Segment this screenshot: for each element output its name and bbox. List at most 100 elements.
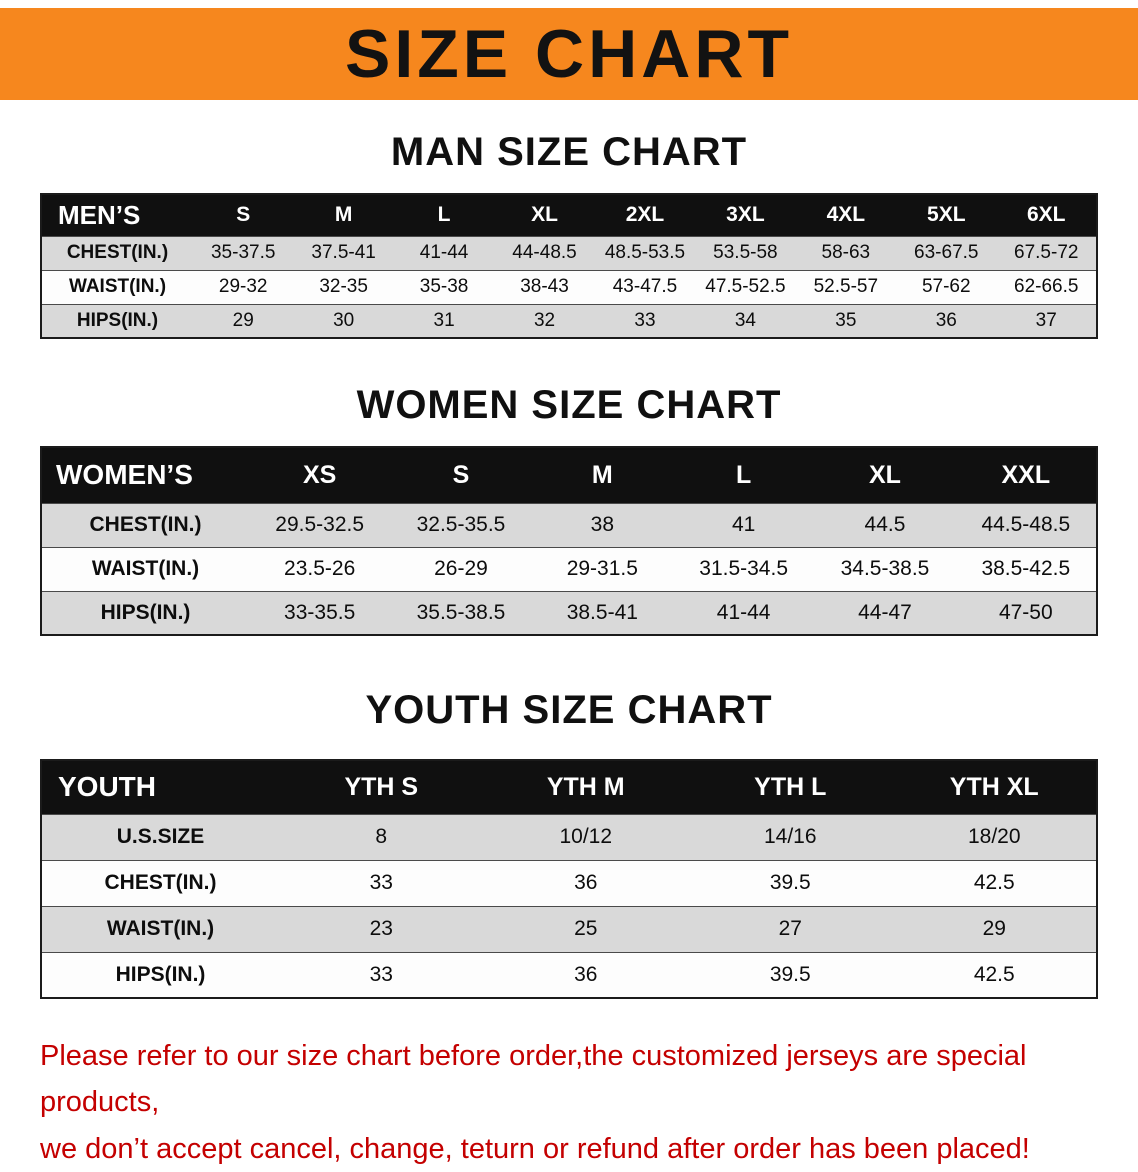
measurement-value-cell: 31.5-34.5 xyxy=(672,546,815,592)
table-row: HIPS(IN.) 33-35.5 35.5-38.5 38.5-41 41-44 44-… xyxy=(41,590,1097,636)
size-header-cell: YTH XL xyxy=(892,759,1097,815)
measurement-value-cell: 52.5-57 xyxy=(795,269,897,305)
table-row: HIPS(IN.) 29 30 31 32 33 34 35 36 37 xyxy=(41,303,1097,339)
measurement-value-cell: 10/12 xyxy=(483,813,688,861)
size-header-cell: M xyxy=(531,446,673,504)
measurement-label-cell: HIPS(IN.) xyxy=(41,951,279,999)
size-header-cell: XL xyxy=(494,193,595,237)
youth-size-table: YOUTH YTH S YTH M YTH L YTH XL U.S.SIZE 8 10/12… xyxy=(40,759,1098,999)
table-row: HIPS(IN.) 33 36 39.5 42.5 xyxy=(41,951,1097,999)
size-header-cell: 3XL xyxy=(695,193,796,237)
table-row: WAIST(IN.) 23 25 27 29 xyxy=(41,905,1097,953)
measurement-value-cell: 35 xyxy=(795,303,897,339)
disclaimer-line-1: Please refer to our size chart before or… xyxy=(40,1040,1027,1119)
table-header-row: YOUTH YTH S YTH M YTH L YTH XL xyxy=(41,759,1097,815)
women-size-section: WOMEN SIZE CHART WOMEN’S XS S M L XL XXL CHEST(… xyxy=(0,383,1138,636)
measurement-value-cell: 35-38 xyxy=(393,269,495,305)
measurement-value-cell: 29.5-32.5 xyxy=(249,502,391,548)
measurement-value-cell: 36 xyxy=(483,951,688,999)
size-header-cell: XS xyxy=(249,446,391,504)
measurement-value-cell: 35.5-38.5 xyxy=(390,590,532,636)
table-row: WAIST(IN.) 23.5-26 26-29 29-31.5 31.5-34.5 34… xyxy=(41,546,1097,592)
measurement-value-cell: 31 xyxy=(393,303,495,339)
measurement-value-cell: 41-44 xyxy=(393,235,495,271)
size-header-cell: XXL xyxy=(955,446,1097,504)
measurement-label-cell: CHEST(IN.) xyxy=(41,859,279,907)
measurement-value-cell: 25 xyxy=(483,905,688,953)
page-title: SIZE CHART xyxy=(345,16,793,92)
measurement-value-cell: 43-47.5 xyxy=(594,269,696,305)
size-header-cell: L xyxy=(393,193,495,237)
measurement-value-cell: 67.5-72 xyxy=(996,235,1097,271)
men-size-section: MAN SIZE CHART MEN’S S M L XL 2XL 3XL 4XL 5XL 6XL… xyxy=(0,130,1138,339)
youth-section-heading: YOUTH SIZE CHART xyxy=(365,688,773,732)
table-row: CHEST(IN.) 33 36 39.5 42.5 xyxy=(41,859,1097,907)
measurement-value-cell: 37 xyxy=(996,303,1097,339)
measurement-value-cell: 34.5-38.5 xyxy=(814,546,956,592)
women-section-heading: WOMEN SIZE CHART xyxy=(356,383,782,427)
measurement-value-cell: 36 xyxy=(483,859,688,907)
measurement-value-cell: 63-67.5 xyxy=(896,235,997,271)
disclaimer: Please refer to our size chart before or… xyxy=(40,1033,1098,1172)
size-header-cell: YTH M xyxy=(483,759,688,815)
size-header-cell: 4XL xyxy=(795,193,897,237)
table-header-row: WOMEN’S XS S M L XL XXL xyxy=(41,446,1097,504)
measurement-value-cell: 58-63 xyxy=(795,235,897,271)
table-title-cell: WOMEN’S xyxy=(41,446,249,504)
measurement-value-cell: 18/20 xyxy=(892,813,1097,861)
measurement-value-cell: 30 xyxy=(293,303,394,339)
measurement-value-cell: 27 xyxy=(688,905,893,953)
banner: SIZE CHART xyxy=(0,8,1138,100)
measurement-value-cell: 41-44 xyxy=(672,590,815,636)
measurement-value-cell: 34 xyxy=(695,303,796,339)
measurement-value-cell: 38.5-41 xyxy=(531,590,673,636)
measurement-value-cell: 32 xyxy=(494,303,595,339)
measurement-value-cell: 33 xyxy=(594,303,696,339)
measurement-value-cell: 44.5 xyxy=(814,502,956,548)
size-header-cell: L xyxy=(672,446,815,504)
measurement-value-cell: 42.5 xyxy=(892,951,1097,999)
size-header-cell: 6XL xyxy=(996,193,1097,237)
measurement-label-cell: U.S.SIZE xyxy=(41,813,279,861)
table-row: WAIST(IN.) 29-32 32-35 35-38 38-43 43-47.5 47.… xyxy=(41,269,1097,305)
measurement-value-cell: 53.5-58 xyxy=(695,235,796,271)
measurement-value-cell: 33-35.5 xyxy=(249,590,391,636)
men-section-heading: MAN SIZE CHART xyxy=(390,130,748,174)
size-header-cell: XL xyxy=(814,446,956,504)
measurement-value-cell: 57-62 xyxy=(896,269,997,305)
measurement-value-cell: 42.5 xyxy=(892,859,1097,907)
measurement-value-cell: 36 xyxy=(896,303,997,339)
measurement-value-cell: 35-37.5 xyxy=(193,235,294,271)
measurement-value-cell: 44-48.5 xyxy=(494,235,595,271)
measurement-value-cell: 48.5-53.5 xyxy=(594,235,696,271)
measurement-value-cell: 14/16 xyxy=(688,813,893,861)
table-row: CHEST(IN.) 35-37.5 37.5-41 41-44 44-48.5 48.5… xyxy=(41,235,1097,271)
measurement-value-cell: 44.5-48.5 xyxy=(955,502,1097,548)
size-header-cell: S xyxy=(390,446,532,504)
measurement-value-cell: 41 xyxy=(672,502,815,548)
measurement-value-cell: 8 xyxy=(279,813,484,861)
measurement-label-cell: WAIST(IN.) xyxy=(41,269,193,305)
measurement-value-cell: 38.5-42.5 xyxy=(955,546,1097,592)
measurement-value-cell: 29 xyxy=(193,303,294,339)
women-size-table: WOMEN’S XS S M L XL XXL CHEST(IN.) 29.5-32.5 32.5… xyxy=(40,446,1098,636)
size-header-cell: YTH S xyxy=(279,759,484,815)
measurement-value-cell: 47.5-52.5 xyxy=(695,269,796,305)
measurement-value-cell: 33 xyxy=(279,859,484,907)
measurement-value-cell: 37.5-41 xyxy=(293,235,394,271)
measurement-value-cell: 33 xyxy=(279,951,484,999)
measurement-value-cell: 29 xyxy=(892,905,1097,953)
size-header-cell: S xyxy=(193,193,294,237)
measurement-value-cell: 32-35 xyxy=(293,269,394,305)
measurement-value-cell: 32.5-35.5 xyxy=(390,502,532,548)
measurement-value-cell: 38-43 xyxy=(494,269,595,305)
size-header-cell: 2XL xyxy=(594,193,696,237)
measurement-value-cell: 26-29 xyxy=(390,546,532,592)
size-header-cell: YTH L xyxy=(688,759,893,815)
measurement-value-cell: 23.5-26 xyxy=(249,546,391,592)
measurement-label-cell: WAIST(IN.) xyxy=(41,546,249,592)
table-title-cell: MEN’S xyxy=(41,193,193,237)
measurement-label-cell: WAIST(IN.) xyxy=(41,905,279,953)
table-row: U.S.SIZE 8 10/12 14/16 18/20 xyxy=(41,813,1097,861)
size-chart-page: SIZE CHART MAN SIZE CHART MEN’S S M L XL 2XL 3… xyxy=(0,8,1138,1172)
